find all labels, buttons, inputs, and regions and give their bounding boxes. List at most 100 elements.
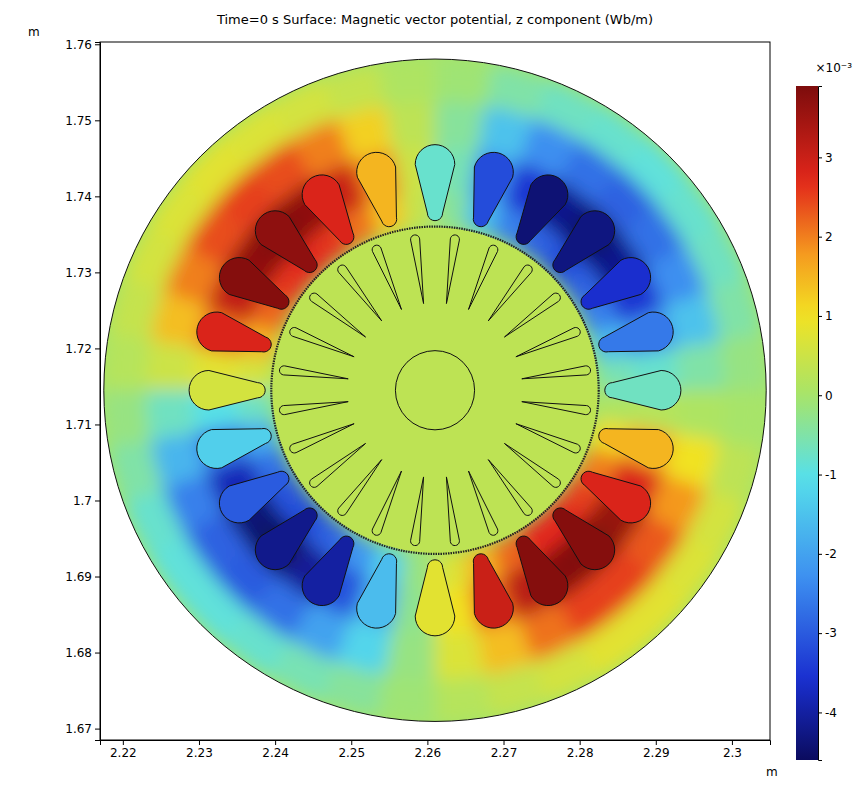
- rotor-slot: [310, 293, 366, 337]
- rotor: [272, 227, 598, 553]
- colorbar-tick: -3: [818, 626, 837, 640]
- colorbar-tick-label: 3: [825, 151, 833, 165]
- stator-slot: [255, 508, 317, 570]
- y-tick-label: 1.67: [65, 722, 92, 736]
- field-cell: [485, 64, 548, 118]
- rotor-slot: [372, 245, 401, 309]
- stator-slot: [581, 471, 651, 523]
- y-tick-mark: [95, 577, 100, 578]
- colorbar-tick-label: -1: [825, 468, 837, 482]
- x-axis-unit: m: [766, 765, 778, 779]
- stator-field-cells: [104, 59, 766, 721]
- colorbar-tick-mark: [818, 712, 822, 713]
- colorbar-tick-mark: [818, 554, 822, 555]
- x-tick-mark: [275, 740, 276, 745]
- field-cell: [435, 675, 493, 721]
- rotor-slot: [290, 327, 354, 356]
- x-tick-mark: [656, 740, 657, 745]
- stator-slot: [189, 370, 265, 410]
- y-tick: 1.67: [65, 722, 100, 736]
- y-tick-label: 1.69: [65, 570, 92, 584]
- y-tick-label: 1.7: [73, 494, 92, 508]
- field-cell: [146, 340, 195, 390]
- colorbar-tick: 2: [818, 230, 833, 244]
- stator-slot: [599, 428, 673, 468]
- stator-slot: [302, 536, 354, 605]
- x-tick-label: 2.24: [262, 746, 289, 760]
- stator-slot: [415, 560, 455, 636]
- field-cell: [104, 390, 150, 448]
- stator-slot: [415, 145, 455, 221]
- colorbar-tick-label: 2: [825, 230, 833, 244]
- stator-slot: [473, 152, 513, 226]
- x-tick-mark: [427, 740, 428, 745]
- stator-slot: [302, 175, 354, 244]
- rotor-slot: [280, 366, 349, 379]
- x-tick-mark: [732, 740, 733, 745]
- rotor-slot: [522, 366, 591, 379]
- field-cell: [104, 333, 150, 391]
- x-tick-mark: [199, 740, 200, 745]
- rotor-slot: [488, 460, 532, 516]
- colorbar-tick-mark: [818, 395, 822, 396]
- y-tick-label: 1.71: [65, 418, 92, 432]
- y-tick-label: 1.76: [65, 38, 92, 52]
- field-cell: [707, 440, 761, 503]
- field-cell: [385, 630, 435, 679]
- x-tick: 2.27: [491, 740, 518, 760]
- y-tick: 1.76: [65, 38, 100, 52]
- stator-slot: [599, 312, 673, 352]
- rotor-slot: [411, 235, 424, 304]
- colorbar-tick-mark: [818, 316, 822, 317]
- stator-slot: [255, 211, 317, 273]
- rotor-slot: [310, 443, 366, 487]
- rotor-slot: [446, 477, 459, 546]
- rotor-slot: [488, 265, 532, 321]
- rotor-slot: [411, 477, 424, 546]
- y-tick-mark: [95, 44, 100, 45]
- stator-slot: [581, 258, 651, 310]
- x-tick-mark: [123, 740, 124, 745]
- x-tick-label: 2.28: [567, 746, 594, 760]
- stator-slot: [219, 471, 289, 523]
- colorbar-tick: 0: [818, 389, 833, 403]
- x-tick-label: 2.23: [186, 746, 213, 760]
- colorbar-tick-mark: [818, 237, 822, 238]
- x-tick-label: 2.3: [723, 746, 742, 760]
- y-tick-label: 1.68: [65, 646, 92, 660]
- field-cell: [109, 277, 163, 340]
- y-tick-mark: [95, 500, 100, 501]
- x-tick-mark: [351, 740, 352, 745]
- y-axis: 1.671.681.691.71.711.721.731.741.751.76: [65, 38, 100, 741]
- y-tick-label: 1.74: [65, 190, 92, 204]
- colorbar-tick-mark: [818, 633, 822, 634]
- rotor-slot: [372, 471, 401, 535]
- colorbar-tick-mark: [818, 475, 822, 476]
- stator-slot: [516, 536, 568, 605]
- y-tick: 1.73: [65, 266, 100, 280]
- stator-slot: [473, 554, 513, 628]
- field-cell: [435, 59, 493, 105]
- x-axis: 2.222.232.242.252.262.272.282.292.3: [101, 740, 771, 760]
- colorbar-axis: -4-3-2-10123: [818, 87, 837, 761]
- field-cell: [720, 390, 766, 448]
- field-cell: [377, 675, 435, 721]
- field-cell: [675, 340, 724, 390]
- y-tick-mark: [95, 653, 100, 654]
- x-tick: 2.22: [110, 740, 137, 760]
- y-tick-mark: [95, 729, 100, 730]
- x-tick: 2.23: [186, 740, 213, 760]
- y-tick: 1.71: [65, 418, 100, 432]
- plot-frame: [100, 42, 770, 740]
- stator-slot: [219, 258, 289, 310]
- stator-slot: [197, 428, 271, 468]
- stator-outline: [104, 59, 766, 721]
- geometry-background: [104, 59, 766, 721]
- field-cell: [435, 630, 485, 679]
- y-tick-label: 1.75: [65, 114, 92, 128]
- field-cell: [675, 390, 724, 440]
- rotor-slot: [290, 424, 354, 453]
- y-axis-unit: m: [28, 25, 40, 39]
- y-tick-label: 1.73: [65, 266, 92, 280]
- colorbar: [796, 86, 818, 760]
